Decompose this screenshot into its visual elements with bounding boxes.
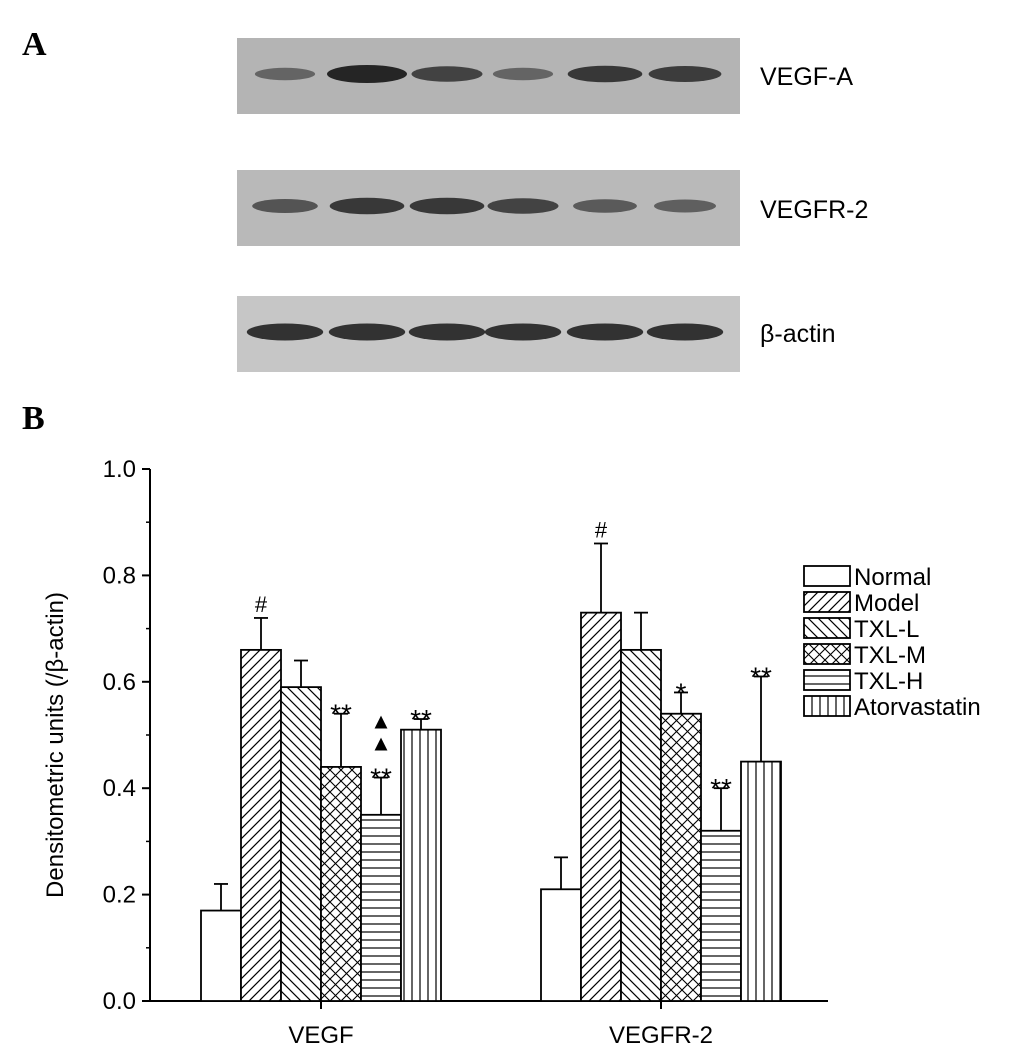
significance-triangle: ▲: [370, 709, 392, 734]
significance-mark: **: [370, 763, 392, 794]
significance-mark: *: [676, 677, 687, 708]
bar: [620, 648, 662, 1002]
plot-area: 0.0 0.2 0.4 0.6 0.8 1.0 Densitometric units (/…: [42, 456, 828, 1049]
blot-band-lane-5: [573, 199, 637, 213]
blot-band-lane-4: [492, 67, 554, 81]
legend-swatch: [803, 695, 851, 717]
bar: [400, 728, 442, 1002]
blot-band-lane-5: [566, 323, 644, 341]
significance-mark: **: [330, 699, 352, 730]
legend-label: Normal: [854, 564, 931, 591]
vegfr-2-blot: [237, 170, 740, 246]
legend-label: TXL-M: [854, 642, 926, 669]
blot-band-lane-2: [329, 197, 405, 215]
blot-band-lane-1: [246, 323, 324, 341]
bar: [280, 686, 322, 1002]
legend-swatch: [803, 591, 851, 613]
y-tick-label: 0.4: [103, 775, 136, 802]
bar: [540, 888, 582, 1002]
legend-label: Model: [854, 590, 919, 617]
legend-swatch: [803, 669, 851, 691]
vegfr-2-label: VEGFR-2: [760, 196, 869, 224]
significance-mark: #: [595, 517, 608, 542]
significance-mark: **: [410, 704, 432, 735]
y-axis-label: Densitometric units (/β-actin): [42, 592, 69, 898]
panel-b-letter: B: [22, 400, 45, 437]
blot-band-lane-1: [254, 67, 316, 81]
legend-swatch: [803, 617, 851, 639]
vegf-a-label: VEGF-A: [760, 63, 854, 91]
bar-chart: 0.0 0.2 0.4 0.6 0.8 1.0 Densitometric units (/…: [42, 456, 981, 1049]
blot-band-lane-1: [252, 199, 318, 213]
blot-band-lane-3: [409, 197, 485, 215]
bar: [700, 829, 742, 1002]
significance-mark: **: [710, 773, 732, 804]
blot-band-lane-4: [487, 198, 559, 214]
legend-swatch: [803, 643, 851, 665]
beta-actin-label: β-actin: [760, 320, 836, 348]
y-tick-label: 0.0: [103, 988, 136, 1015]
blot-band-lane-6: [654, 199, 716, 213]
legend-swatch: [803, 565, 851, 587]
y-tick-label: 1.0: [103, 456, 136, 483]
x-tick-label: VEGFR-2: [609, 1022, 713, 1049]
bar: [360, 813, 402, 1002]
bar: [240, 648, 282, 1002]
blot-band-lane-4: [484, 323, 562, 341]
bar: [320, 766, 362, 1002]
beta-actin-blot: [237, 296, 740, 372]
y-tick-label: 0.6: [103, 669, 136, 696]
blot-band-lane-2: [327, 65, 407, 83]
y-tick-label: 0.8: [103, 562, 136, 589]
bar: [660, 712, 702, 1002]
bar: [740, 760, 782, 1002]
bar: [580, 611, 622, 1002]
vegf-a-blot: [237, 38, 740, 114]
significance-mark: #: [255, 592, 268, 617]
blot-band-lane-3: [411, 66, 483, 82]
blot-band-lane-2: [328, 323, 406, 341]
blot-band-lane-3: [408, 323, 486, 341]
blot-band-lane-6: [648, 66, 722, 82]
panel-a-letter: A: [22, 26, 47, 63]
y-tick-label: 0.2: [103, 882, 136, 909]
legend-label: TXL-L: [854, 616, 919, 643]
bar: [200, 909, 242, 1002]
significance-mark: **: [750, 661, 772, 692]
legend-label: TXL-H: [854, 668, 923, 695]
blot-band-lane-5: [567, 65, 643, 83]
legend-label: Atorvastatin: [854, 694, 981, 721]
significance-triangle: ▲: [370, 731, 392, 756]
x-tick-label: VEGF: [288, 1022, 353, 1049]
blot-band-lane-6: [646, 323, 724, 341]
